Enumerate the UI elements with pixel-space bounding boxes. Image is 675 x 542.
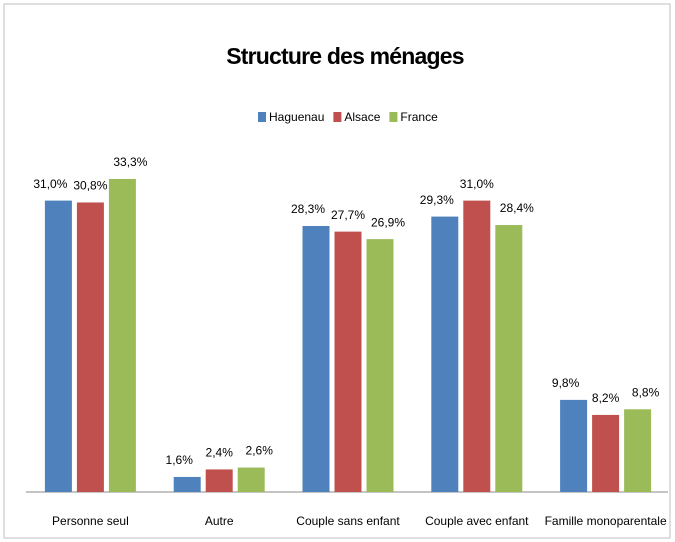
- data-label: 31,0%: [33, 177, 67, 191]
- bar: [463, 200, 491, 492]
- data-label: 8,8%: [632, 385, 660, 399]
- data-label: 33,3%: [113, 155, 147, 169]
- data-label: 8,2%: [592, 391, 620, 405]
- bar: [624, 409, 652, 492]
- bar: [495, 225, 523, 493]
- legend-label: Alsace: [344, 110, 380, 124]
- bar: [366, 239, 394, 492]
- bar: [334, 231, 362, 492]
- bar: [108, 178, 136, 493]
- bar: [205, 469, 233, 492]
- data-label: 2,4%: [206, 446, 234, 460]
- data-label: 28,4%: [500, 201, 534, 215]
- bar: [302, 225, 330, 493]
- legend-swatch: [258, 112, 266, 122]
- legend-label: Haguenau: [269, 110, 324, 124]
- x-tick-label: Autre: [205, 514, 234, 528]
- legend-label: France: [400, 110, 438, 124]
- data-label: 26,9%: [371, 215, 405, 229]
- data-label: 31,0%: [460, 177, 494, 191]
- data-label: 2,6%: [246, 444, 274, 458]
- data-label: 27,7%: [331, 208, 365, 222]
- x-tick-label: Couple sans enfant: [296, 514, 400, 528]
- data-label: 30,8%: [73, 179, 107, 193]
- bar: [76, 202, 104, 493]
- bar: [560, 399, 588, 492]
- x-tick-label: Personne seul: [52, 514, 129, 528]
- bar: [431, 216, 459, 492]
- data-label: 9,8%: [552, 376, 580, 390]
- chart-title: Structure des ménages: [226, 43, 464, 69]
- data-label: 1,6%: [166, 453, 194, 467]
- data-label: 28,3%: [291, 202, 325, 216]
- bar: [592, 414, 620, 492]
- bar: [237, 467, 265, 492]
- legend-swatch: [333, 112, 342, 122]
- data-label: 29,3%: [420, 193, 454, 207]
- legend-swatch: [389, 112, 398, 122]
- bar: [173, 476, 201, 492]
- bar: [44, 200, 72, 492]
- x-tick-label: Famille monoparentale: [545, 514, 667, 528]
- x-tick-label: Couple avec enfant: [425, 514, 529, 528]
